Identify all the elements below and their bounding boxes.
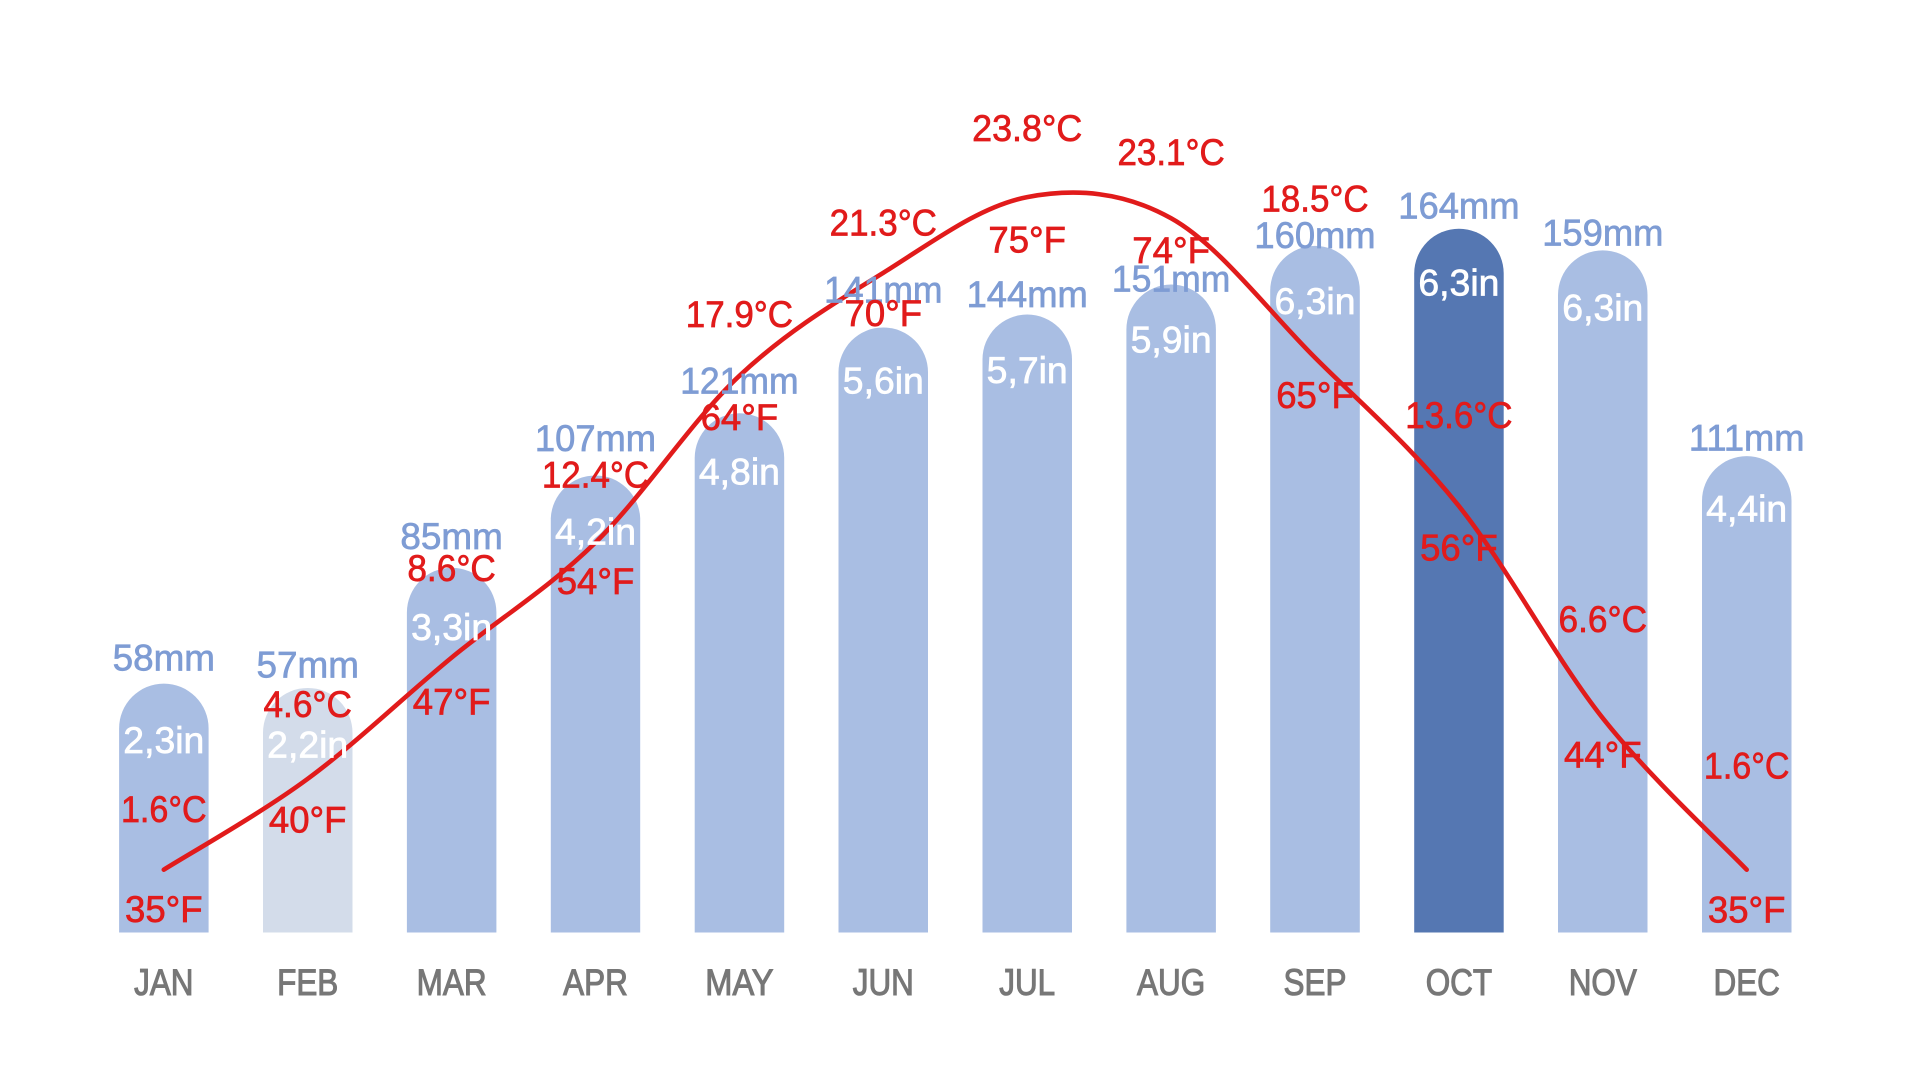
svg-text:57mm: 57mm: [257, 645, 359, 686]
svg-text:MAR: MAR: [417, 962, 487, 1003]
svg-text:JUN: JUN: [853, 962, 914, 1003]
svg-text:JUL: JUL: [999, 962, 1055, 1003]
svg-text:SEP: SEP: [1284, 962, 1347, 1003]
svg-text:75°F: 75°F: [988, 220, 1066, 261]
svg-text:164mm: 164mm: [1398, 185, 1519, 226]
svg-text:8.6°C: 8.6°C: [407, 548, 496, 589]
svg-text:65°F: 65°F: [1276, 375, 1354, 416]
svg-text:6,3in: 6,3in: [1562, 287, 1643, 328]
svg-text:23.8°C: 23.8°C: [972, 108, 1082, 149]
svg-text:35°F: 35°F: [1708, 890, 1786, 931]
svg-text:56°F: 56°F: [1420, 528, 1498, 569]
svg-text:85mm: 85mm: [400, 516, 502, 557]
svg-text:MAY: MAY: [705, 962, 773, 1003]
svg-text:17.9°C: 17.9°C: [686, 294, 793, 335]
svg-text:OCT: OCT: [1426, 962, 1492, 1003]
svg-text:1.6°C: 1.6°C: [121, 789, 207, 830]
svg-text:JAN: JAN: [134, 962, 193, 1003]
svg-text:6,3in: 6,3in: [1275, 281, 1356, 322]
svg-text:1.6°C: 1.6°C: [1704, 745, 1790, 786]
svg-text:3,3in: 3,3in: [411, 607, 492, 648]
svg-text:121mm: 121mm: [680, 360, 798, 401]
svg-text:5,9in: 5,9in: [1131, 320, 1212, 361]
svg-text:5,7in: 5,7in: [987, 350, 1068, 391]
svg-text:4.6°C: 4.6°C: [263, 684, 352, 725]
svg-text:151mm: 151mm: [1112, 258, 1230, 299]
svg-text:DEC: DEC: [1714, 962, 1780, 1003]
svg-text:18.5°C: 18.5°C: [1261, 178, 1368, 219]
svg-text:44°F: 44°F: [1564, 735, 1642, 776]
svg-text:4,4in: 4,4in: [1706, 489, 1787, 530]
svg-text:13.6°C: 13.6°C: [1405, 395, 1512, 436]
svg-text:74°F: 74°F: [1132, 230, 1210, 271]
svg-text:40°F: 40°F: [269, 799, 347, 840]
svg-text:23.1°C: 23.1°C: [1117, 132, 1224, 173]
svg-text:159mm: 159mm: [1542, 212, 1663, 253]
svg-text:NOV: NOV: [1569, 962, 1637, 1003]
svg-text:12.4°C: 12.4°C: [542, 454, 649, 495]
svg-text:35°F: 35°F: [125, 889, 203, 930]
svg-text:160mm: 160mm: [1254, 215, 1375, 256]
svg-text:2,2in: 2,2in: [267, 725, 348, 766]
svg-text:54°F: 54°F: [557, 561, 635, 602]
svg-text:58mm: 58mm: [113, 638, 215, 679]
svg-text:6,3in: 6,3in: [1418, 263, 1499, 304]
svg-text:AUG: AUG: [1137, 962, 1205, 1003]
svg-text:70°F: 70°F: [845, 293, 923, 334]
svg-text:144mm: 144mm: [967, 274, 1088, 315]
svg-text:5,6in: 5,6in: [843, 361, 924, 402]
svg-text:4,2in: 4,2in: [555, 512, 636, 553]
svg-text:111mm: 111mm: [1689, 418, 1805, 459]
svg-text:2,3in: 2,3in: [123, 720, 204, 761]
svg-text:141mm: 141mm: [824, 270, 942, 311]
svg-text:APR: APR: [563, 962, 628, 1003]
svg-text:47°F: 47°F: [413, 681, 491, 722]
svg-text:21.3°C: 21.3°C: [830, 202, 937, 243]
svg-text:107mm: 107mm: [535, 418, 656, 459]
svg-text:FEB: FEB: [277, 962, 338, 1003]
svg-text:6.6°C: 6.6°C: [1559, 599, 1648, 640]
svg-text:4,8in: 4,8in: [699, 452, 780, 493]
svg-text:64°F: 64°F: [701, 397, 779, 438]
